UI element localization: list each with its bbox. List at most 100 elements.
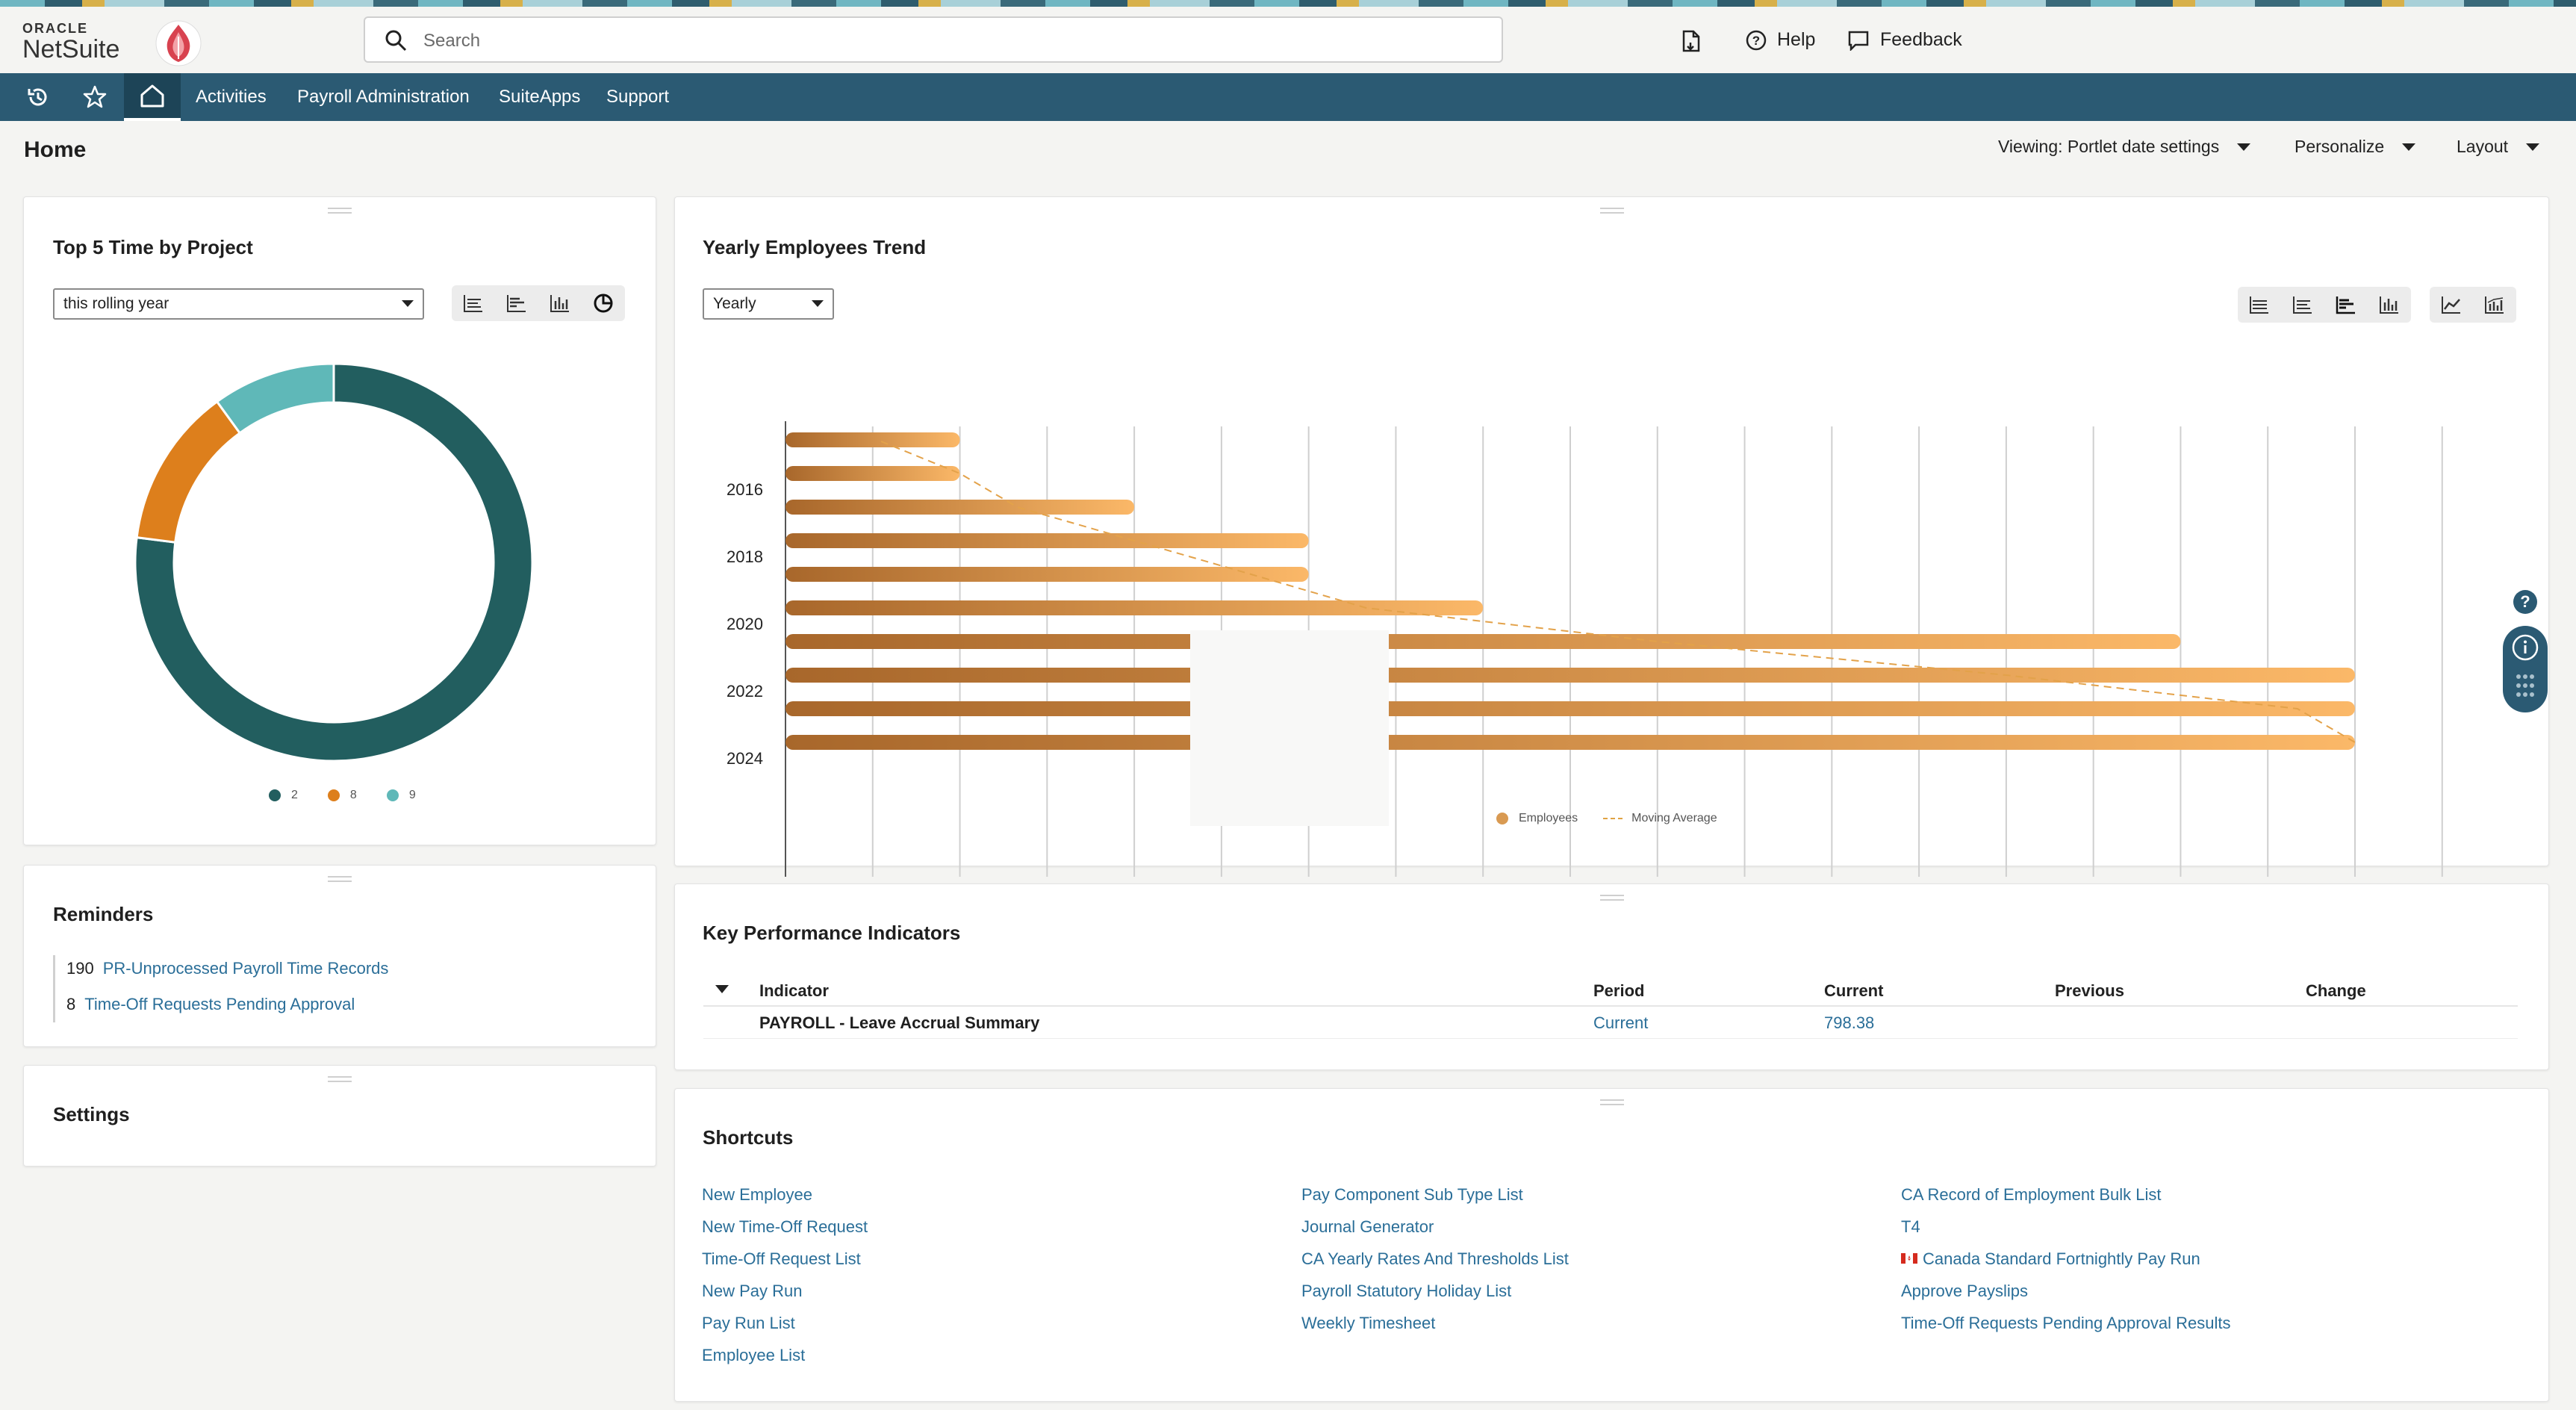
home-button[interactable] xyxy=(124,73,181,121)
bar-2019 xyxy=(785,567,1309,582)
chevron-down-icon xyxy=(2526,143,2540,151)
decorative-top-stripe xyxy=(0,0,2576,7)
bar-chart-horizontal-icon xyxy=(2336,296,2355,314)
favorites-button[interactable] xyxy=(66,73,123,121)
y-tick-label: 2016 xyxy=(727,480,763,499)
legend-label-0: 2 xyxy=(291,789,298,801)
layout-dropdown[interactable]: Layout xyxy=(2457,137,2540,157)
drag-handle[interactable] xyxy=(328,876,352,882)
shortcut-link[interactable]: Time-Off Request List xyxy=(702,1249,861,1268)
pie-chart-button[interactable] xyxy=(582,285,625,321)
period-select[interactable]: this rolling year xyxy=(53,288,424,320)
search-icon xyxy=(385,30,407,52)
shortcut-link[interactable]: Approve Payslips xyxy=(1901,1282,2028,1300)
column-chart-button[interactable] xyxy=(538,285,582,321)
line-chart-button[interactable] xyxy=(2430,287,2473,323)
kpi-indicator-name: PAYROLL - Leave Accrual Summary xyxy=(759,1013,1040,1032)
area-chart-icon xyxy=(464,295,482,312)
shortcut-link[interactable]: Pay Component Sub Type List xyxy=(1301,1185,1523,1204)
shortcut-link[interactable]: New Pay Run xyxy=(702,1282,803,1300)
floating-tool-panel xyxy=(2503,626,2548,712)
area-chart-icon xyxy=(2293,296,2312,314)
area-chart-button[interactable] xyxy=(2281,287,2324,323)
area-chart-button[interactable] xyxy=(452,285,495,321)
reminder-link[interactable]: Time-Off Requests Pending Approval xyxy=(84,995,355,1013)
kpi-header-previous[interactable]: Previous xyxy=(2055,981,2124,1000)
reminder-item[interactable]: 190 PR-Unprocessed Payroll Time Records xyxy=(66,959,388,978)
shortcut-link[interactable]: New Employee xyxy=(702,1185,812,1204)
kpi-portlet: Key Performance Indicators xyxy=(674,883,2549,1070)
combo-chart-button[interactable] xyxy=(2473,287,2516,323)
collapse-kpi-icon[interactable] xyxy=(715,985,729,994)
drag-handle[interactable] xyxy=(1599,1099,1624,1105)
drag-handle[interactable] xyxy=(1599,208,1624,214)
line-chart-icon xyxy=(2442,296,2460,314)
kpi-header-current[interactable]: Current xyxy=(1824,981,1884,1000)
reminders-divider xyxy=(53,955,55,1022)
star-icon xyxy=(83,85,107,108)
shortcut-link[interactable]: Weekly Timesheet xyxy=(1301,1314,1436,1332)
shortcut-link[interactable]: Journal Generator xyxy=(1301,1217,1434,1236)
netsuite-logo-text[interactable]: NetSuite xyxy=(22,35,120,63)
nav-payroll-administration[interactable]: Payroll Administration xyxy=(297,87,470,107)
kpi-current-value[interactable]: 798.38 xyxy=(1824,1013,1875,1032)
recent-history-button[interactable] xyxy=(10,73,66,121)
feedback-label: Feedback xyxy=(1880,29,1962,50)
shortcut-link[interactable]: Time-Off Requests Pending Approval Resul… xyxy=(1901,1314,2231,1332)
moving-average-line xyxy=(880,441,2356,743)
viewing-date-settings-dropdown[interactable]: Viewing: Portlet date settings xyxy=(1998,137,2251,157)
global-search-box[interactable]: Search xyxy=(364,16,1503,63)
bar-2017 xyxy=(785,500,1135,515)
nav-activities[interactable]: Activities xyxy=(196,87,267,107)
canada-flag-icon xyxy=(1901,1253,1917,1264)
kpi-header-change[interactable]: Change xyxy=(2306,981,2366,1000)
help-badge-icon[interactable]: ? xyxy=(2513,590,2537,614)
drag-grip-icon[interactable] xyxy=(2515,672,2536,702)
stacked-area-button[interactable] xyxy=(2238,287,2281,323)
trend-legend: Employees Moving Average xyxy=(1496,812,1717,825)
bar-2024 xyxy=(785,735,2355,750)
drag-handle[interactable] xyxy=(1599,895,1624,901)
legend-moving-average: Moving Average xyxy=(1631,812,1717,824)
column-chart-button[interactable] xyxy=(2368,287,2411,323)
portlet-title: Yearly Employees Trend xyxy=(703,236,927,258)
horizontal-bar-chart-button[interactable] xyxy=(2324,287,2368,323)
shortcut-link[interactable]: CA Record of Employment Bulk List xyxy=(1901,1185,2162,1204)
drag-handle[interactable] xyxy=(328,208,352,214)
recent-records-button[interactable] xyxy=(1680,29,1702,53)
main-navigation: Activities Payroll Administration SuiteA… xyxy=(0,73,2576,121)
reminder-count: 8 xyxy=(66,995,76,1013)
nav-support[interactable]: Support xyxy=(606,87,670,107)
search-input[interactable]: Search xyxy=(423,31,481,51)
reminder-link[interactable]: PR-Unprocessed Payroll Time Records xyxy=(102,959,389,978)
horizontal-bar-chart-button[interactable] xyxy=(495,285,538,321)
y-tick-label: 2024 xyxy=(727,749,763,768)
recent-records-icon xyxy=(1682,30,1700,52)
kpi-period-link[interactable]: Current xyxy=(1593,1013,1649,1032)
feedback-button[interactable]: Feedback xyxy=(1847,29,1962,51)
shortcut-link[interactable]: T4 xyxy=(1901,1217,1920,1236)
portlet-title: Shortcuts xyxy=(703,1126,794,1149)
shortcut-link[interactable]: New Time-Off Request xyxy=(702,1217,868,1236)
personalize-dropdown[interactable]: Personalize xyxy=(2295,137,2416,157)
shortcut-link[interactable]: CA Yearly Rates And Thresholds List xyxy=(1301,1249,1569,1268)
shortcut-link[interactable]: Pay Run List xyxy=(702,1314,795,1332)
shortcut-link[interactable]: Canada Standard Fortnightly Pay Run xyxy=(1923,1249,2200,1268)
drag-handle[interactable] xyxy=(328,1076,352,1082)
svg-text:?: ? xyxy=(1752,34,1760,48)
shortcut-link[interactable]: Payroll Statutory Holiday List xyxy=(1301,1282,1512,1300)
help-button[interactable]: ? Help xyxy=(1746,29,1815,51)
donut-slice-2 xyxy=(134,362,534,763)
kpi-header-indicator[interactable]: Indicator xyxy=(759,981,829,1000)
shortcut-link[interactable]: Employee List xyxy=(702,1346,806,1364)
nav-suiteapps[interactable]: SuiteApps xyxy=(499,87,581,107)
layout-label: Layout xyxy=(2457,137,2509,156)
kpi-row-divider xyxy=(703,1038,2518,1039)
legend-swatch-employees xyxy=(1496,813,1508,824)
company-logo-icon[interactable] xyxy=(155,20,202,66)
info-icon[interactable] xyxy=(2511,633,2539,662)
reminder-item[interactable]: 8 Time-Off Requests Pending Approval xyxy=(66,995,355,1014)
dashed-line-icon xyxy=(1603,818,1623,819)
kpi-header-period[interactable]: Period xyxy=(1593,981,1645,1000)
trend-period-select[interactable]: Yearly xyxy=(703,288,834,320)
